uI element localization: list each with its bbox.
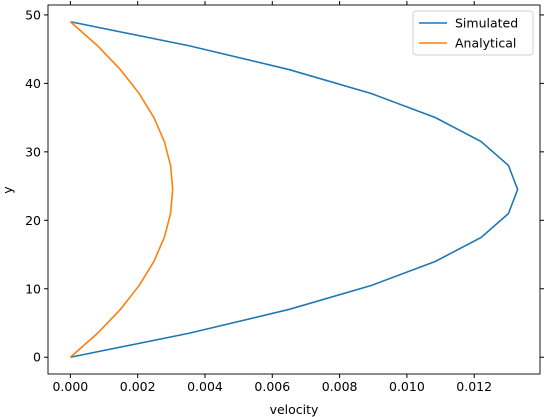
- y-tick-label: 40: [25, 76, 41, 91]
- x-tick-label: 0.008: [322, 379, 358, 394]
- x-axis-label: velocity: [270, 402, 319, 417]
- x-tick-label: 0.004: [187, 379, 223, 394]
- y-tick-label: 50: [25, 7, 41, 22]
- y-axis-label: y: [0, 186, 15, 194]
- legend-label: Analytical: [455, 36, 516, 51]
- y-tick-label: 10: [25, 281, 41, 296]
- legend-label: Simulated: [455, 16, 518, 31]
- y-tick-label: 30: [25, 144, 41, 159]
- legend-box: [412, 10, 534, 56]
- x-tick-label: 0.012: [456, 379, 492, 394]
- y-tick-label: 20: [25, 213, 41, 228]
- plot-frame: [47, 4, 541, 375]
- x-tick-label: 0.010: [389, 379, 425, 394]
- x-tick-label: 0.000: [52, 379, 88, 394]
- series-line: [69, 21, 174, 358]
- y-tick-label: 0: [33, 350, 41, 365]
- series-line: [70, 20, 519, 359]
- x-tick-label: 0.002: [120, 379, 156, 394]
- x-tick-label: 0.006: [254, 379, 290, 394]
